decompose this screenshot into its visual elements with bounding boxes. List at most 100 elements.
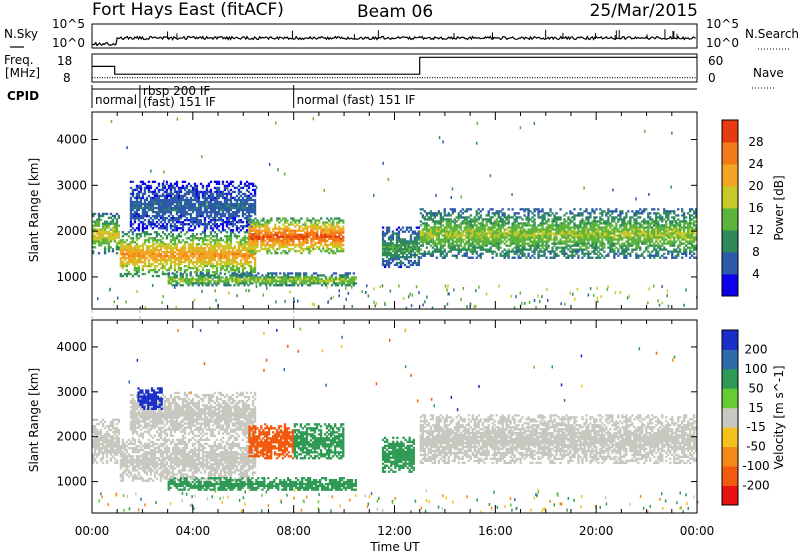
power-cell: [183, 265, 187, 268]
power-cell: [559, 250, 562, 253]
power-cell: [545, 212, 548, 215]
beam-label: Beam 06: [357, 2, 433, 22]
power-cell: [181, 284, 184, 287]
power-cell: [537, 232, 540, 235]
power-cell: [332, 231, 335, 234]
power-cell: [443, 214, 446, 217]
power-cell: [320, 241, 323, 245]
power-cell: [336, 284, 340, 287]
power-cell: [215, 215, 219, 218]
power-cell: [326, 229, 329, 232]
power-cell: [217, 247, 221, 250]
power-cell: [557, 246, 560, 249]
power-cell: [153, 202, 157, 206]
power-cell: [161, 200, 165, 204]
power-cell: [173, 208, 177, 212]
power-cell: [381, 242, 385, 245]
power-cell: [283, 276, 286, 279]
power-cell: [322, 229, 325, 232]
power-cell: [235, 257, 239, 260]
power-cell: [310, 241, 313, 245]
power-cell: [266, 229, 269, 232]
power-cell: [221, 267, 225, 270]
power-cell: [107, 222, 111, 225]
power-cell: [269, 276, 272, 279]
power-cell: [281, 282, 284, 285]
power-cell: [281, 280, 284, 283]
power-cell: [171, 202, 175, 206]
power-cell: [213, 223, 217, 226]
power-cell: [191, 192, 195, 196]
power-cell: [465, 216, 468, 219]
power-cell: [221, 204, 225, 208]
power-cell: [135, 255, 138, 258]
power-cell: [497, 240, 500, 243]
power-cell: [187, 237, 191, 240]
power-cell: [187, 243, 191, 246]
power-cell: [243, 272, 246, 275]
power-cell: [399, 248, 403, 251]
power-cell: [330, 243, 333, 247]
power-cell: [97, 236, 101, 239]
power-cell: [143, 182, 147, 185]
power-cell: [393, 246, 397, 249]
power-cell: [197, 213, 201, 216]
power-cell: [129, 245, 132, 248]
power-cell: [399, 263, 403, 267]
power-cell: [316, 229, 319, 232]
power-cell: [167, 269, 171, 272]
power-cell: [491, 244, 494, 247]
power-cell: [153, 253, 157, 256]
power-cell: [213, 265, 217, 268]
power-cell: [399, 252, 403, 255]
power-cell: [247, 206, 251, 210]
power-cell: [435, 242, 438, 245]
power-cell: [571, 226, 574, 229]
power-cell: [332, 233, 335, 236]
power-cell: [467, 224, 470, 227]
power-cell: [219, 259, 223, 262]
power-cell: [535, 228, 538, 231]
power-cell: [328, 252, 331, 255]
power-cell: [229, 241, 233, 244]
power-cell: [543, 248, 546, 251]
power-cell: [219, 245, 223, 248]
power-cell: [217, 186, 221, 190]
power-cell: [187, 208, 191, 212]
power-cell: [233, 245, 237, 248]
power-cell: [277, 280, 280, 283]
power-cell: [569, 238, 572, 241]
power-cell: [268, 219, 271, 222]
power-cell: [137, 208, 141, 212]
power-cell: [229, 204, 233, 208]
power-cell: [479, 238, 482, 241]
power-cell: [515, 230, 518, 233]
power-cell: [577, 254, 580, 257]
power-cell: [215, 186, 219, 190]
power-cell: [151, 227, 155, 230]
power-cell: [147, 184, 151, 188]
power-cell: [262, 235, 265, 238]
power-cell: [181, 245, 185, 248]
power-cell: [287, 278, 290, 281]
power-cell: [105, 222, 109, 225]
power-cell: [97, 242, 101, 245]
power-cell: [445, 234, 448, 237]
power-cell: [547, 226, 550, 229]
power-cell: [149, 237, 153, 240]
power-cell: [107, 244, 111, 247]
power-cell: [171, 215, 175, 218]
power-cell: [346, 274, 349, 277]
power-cell: [282, 239, 285, 243]
power-cell: [346, 284, 349, 287]
power-cell: [531, 240, 534, 243]
power-cell: [175, 237, 179, 240]
power-cell: [275, 272, 278, 275]
power-cell: [109, 222, 113, 225]
power-cell: [437, 220, 440, 223]
power-cell: [519, 256, 522, 259]
power-cell: [459, 222, 462, 225]
power-cell: [101, 228, 105, 231]
power-cell: [495, 218, 498, 221]
power-cell: [561, 232, 564, 235]
